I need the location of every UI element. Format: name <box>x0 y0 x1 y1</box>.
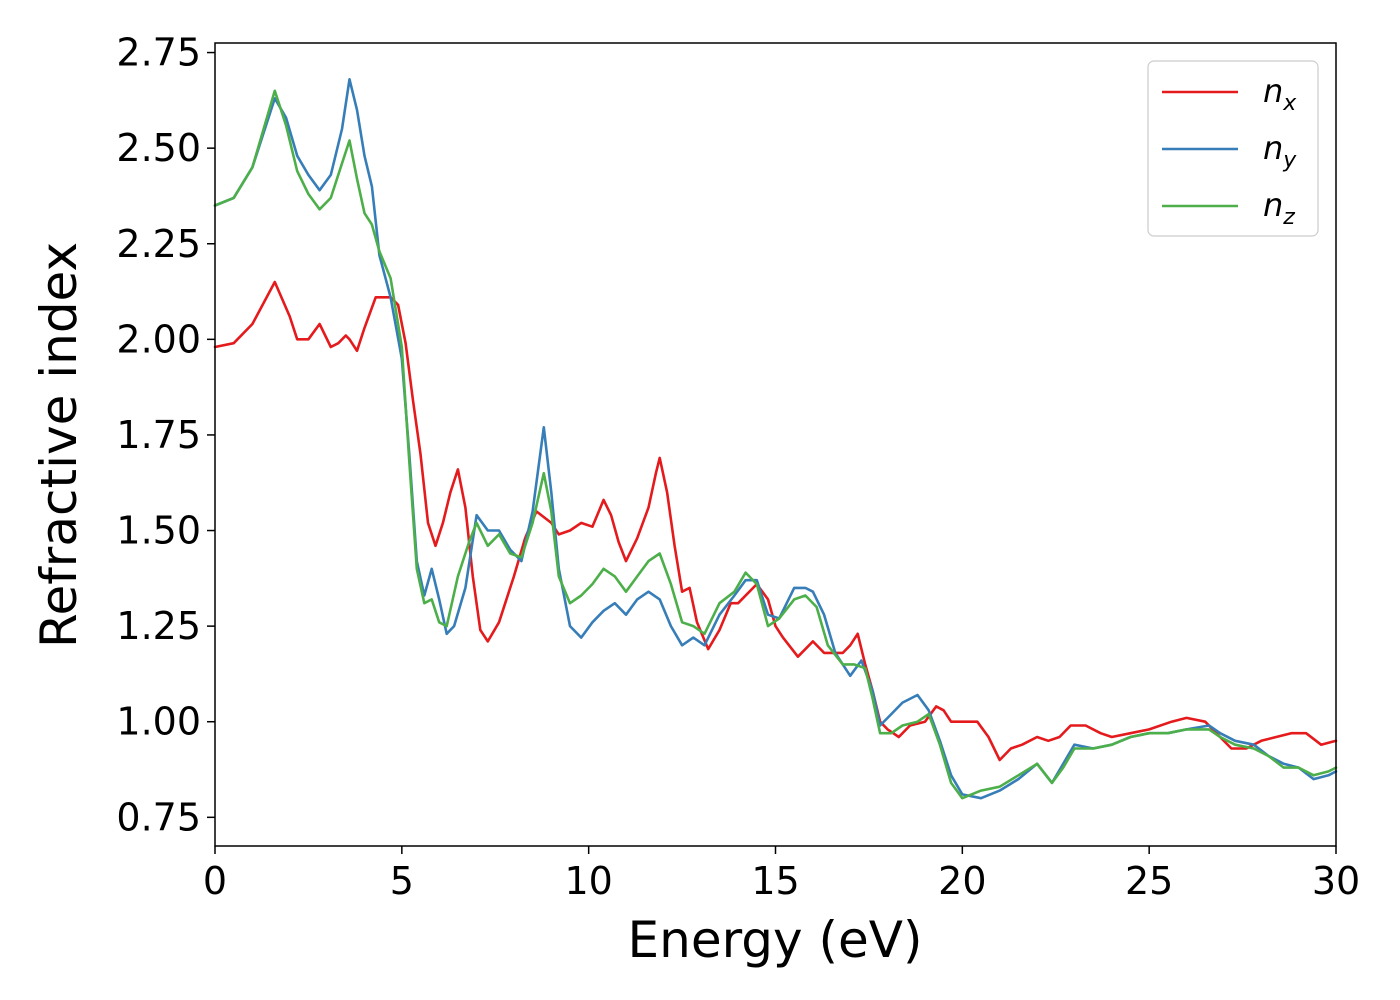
x-tick-label: 5 <box>390 859 414 903</box>
series-line-n-z <box>213 89 1338 800</box>
y-tick-label: 1.25 <box>116 604 201 648</box>
y-tick-label: 1.00 <box>116 700 201 744</box>
legend-label-n-y: ny <box>1263 129 1297 173</box>
legend-label-n-x: nx <box>1263 72 1297 116</box>
y-tick-label: 1.50 <box>116 509 201 553</box>
x-axis-title: Energy (eV) <box>628 911 923 969</box>
legend-entries: nx ny nz <box>1162 72 1297 230</box>
y-tick-label: 2.75 <box>116 31 201 75</box>
x-tick-label: 30 <box>1312 859 1360 903</box>
y-axis-ticks: 0.75 1.00 1.25 1.50 1.75 2.00 2.25 2.50 2.75 <box>116 31 215 839</box>
y-tick-label: 2.25 <box>116 222 201 266</box>
y-tick-label: 0.75 <box>116 795 201 839</box>
x-tick-label: 15 <box>751 859 799 903</box>
legend-label-n-z: nz <box>1263 186 1295 230</box>
x-tick-label: 25 <box>1125 859 1173 903</box>
x-axis-ticks: 0 5 10 15 20 25 30 <box>203 846 1360 903</box>
x-tick-label: 0 <box>203 859 227 903</box>
series-line-n-x <box>213 280 1338 762</box>
y-axis-title: Refractive index <box>30 242 88 648</box>
y-tick-label: 2.50 <box>116 126 201 170</box>
x-tick-label: 10 <box>564 859 612 903</box>
x-tick-label: 20 <box>938 859 986 903</box>
y-tick-label: 2.00 <box>116 317 201 361</box>
y-tick-label: 1.75 <box>116 413 201 457</box>
series-layer <box>213 78 1338 800</box>
legend: nx ny nz <box>1147 60 1319 237</box>
